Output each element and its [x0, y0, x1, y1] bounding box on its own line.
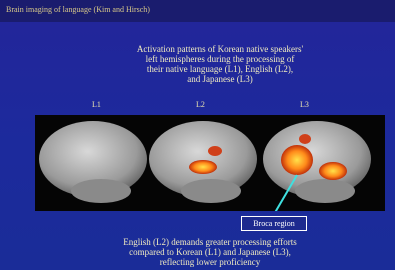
intro-line: their native language (L1), English (L2)…: [60, 64, 380, 74]
panel-label: L2: [196, 100, 205, 109]
intro-text: Activation patterns of Korean native spe…: [60, 44, 380, 84]
caption-line: reflecting lower proficiency: [60, 257, 360, 267]
caption: English (L2) demands greater processing …: [60, 237, 360, 267]
brain-images: [35, 115, 385, 211]
callout-label: Broca region: [241, 216, 307, 231]
intro-line: left hemispheres during the processing o…: [60, 54, 380, 64]
title-bar: Brain imaging of language (Kim and Hirsc…: [0, 0, 395, 22]
intro-line: and Japanese (L3): [60, 74, 380, 84]
caption-line: English (L2) demands greater processing …: [60, 237, 360, 247]
caption-line: compared to Korean (L1) and Japanese (L3…: [60, 247, 360, 257]
slide-title: Brain imaging of language (Kim and Hirsc…: [6, 5, 150, 14]
panel-label: L3: [300, 100, 309, 109]
slide: Brain imaging of language (Kim and Hirsc…: [0, 0, 395, 270]
intro-line: Activation patterns of Korean native spe…: [60, 44, 380, 54]
panel-label: L1: [92, 100, 101, 109]
